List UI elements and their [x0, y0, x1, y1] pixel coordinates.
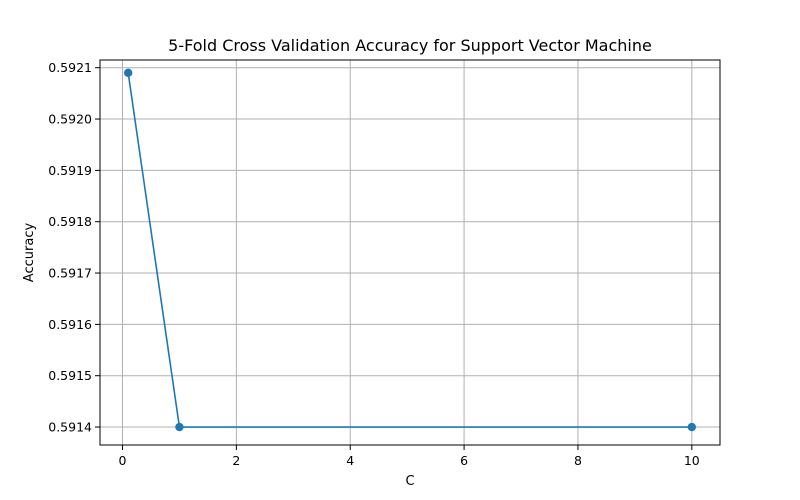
- y-tick-label: 0.5918: [48, 214, 92, 229]
- series: [123, 68, 697, 432]
- y-tick-label: 0.5921: [48, 60, 92, 75]
- y-tick-label: 0.5914: [48, 420, 92, 435]
- x-tick-label: 10: [684, 453, 700, 468]
- y-tick-label: 0.5916: [48, 317, 92, 332]
- y-tick-label: 0.5917: [48, 266, 92, 281]
- x-tick-label: 2: [232, 453, 240, 468]
- data-point: [123, 68, 133, 78]
- grid: [100, 60, 720, 445]
- x-tick-label: 6: [460, 453, 468, 468]
- y-tick-label: 0.5919: [48, 163, 92, 178]
- data-point: [175, 422, 184, 432]
- y-tick-label: 0.5915: [48, 368, 92, 383]
- x-tick-label: 0: [119, 453, 127, 468]
- tick-labels: 0 2 4 6 8 10 0.5914 0.5915 0.5916 0.5917 0.5918 0.5…: [48, 60, 700, 468]
- x-tick-label: 8: [574, 453, 582, 468]
- plot-frame: [99, 59, 721, 446]
- y-tick-label: 0.5920: [48, 112, 92, 127]
- x-axis-label: C: [405, 474, 414, 489]
- ticks: [95, 67, 693, 450]
- data-point: [687, 422, 697, 432]
- y-axis-label: Accuracy: [22, 223, 37, 283]
- x-tick-label: 4: [346, 453, 354, 468]
- chart-title: 5-Fold Cross Validation Accuracy for Sup…: [168, 36, 652, 55]
